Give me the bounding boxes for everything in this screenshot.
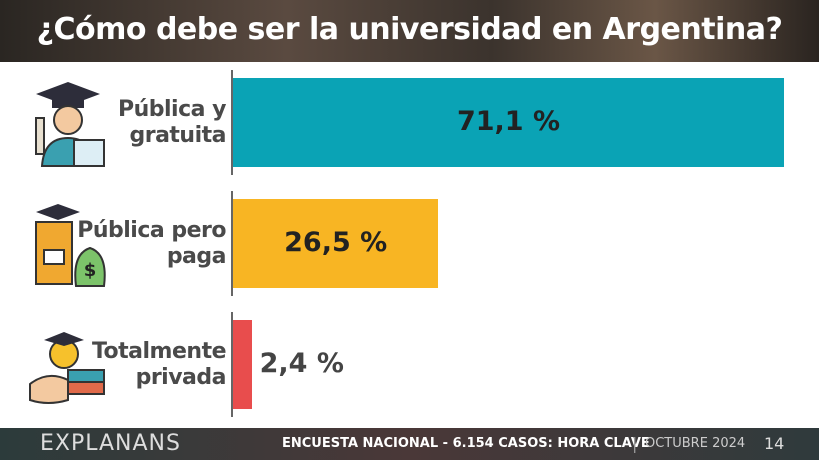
survey-text: ENCUESTA NACIONAL - 6.154 CASOS: xyxy=(282,436,553,451)
separator: | xyxy=(632,434,638,453)
brand: EXPLANANS xyxy=(40,431,181,456)
value-label: 71,1 % xyxy=(456,105,561,137)
date: OCTUBRE 2024 xyxy=(645,436,746,451)
category-label: Totalmente privada xyxy=(91,338,227,390)
bar xyxy=(233,199,439,288)
chart-title: ¿Cómo debe ser la universidad en Argenti… xyxy=(36,12,783,47)
icon-books-money: $ xyxy=(35,204,106,287)
svg-text:$: $ xyxy=(84,260,97,281)
axis-line xyxy=(231,70,233,175)
axis-line xyxy=(231,312,233,417)
footer: EXPLANANS ENCUESTA NACIONAL - 6.154 CASO… xyxy=(0,428,819,460)
axis-line xyxy=(231,191,233,296)
header-image xyxy=(0,0,819,62)
category-label: Pública pero paga xyxy=(77,217,226,269)
value-label: 2,4 % xyxy=(259,347,344,379)
bar xyxy=(233,320,252,409)
category-label: Pública y gratuita xyxy=(117,96,227,148)
page-number: 14 xyxy=(764,434,785,453)
icon-hand-coin xyxy=(29,332,105,404)
icon-graduate xyxy=(35,82,105,167)
bar xyxy=(233,78,785,167)
value-label: 26,5 % xyxy=(284,226,388,258)
survey-info: ENCUESTA NACIONAL - 6.154 CASOS: HORA CL… xyxy=(282,436,650,451)
pollster: HORA CLAVE xyxy=(557,436,650,451)
